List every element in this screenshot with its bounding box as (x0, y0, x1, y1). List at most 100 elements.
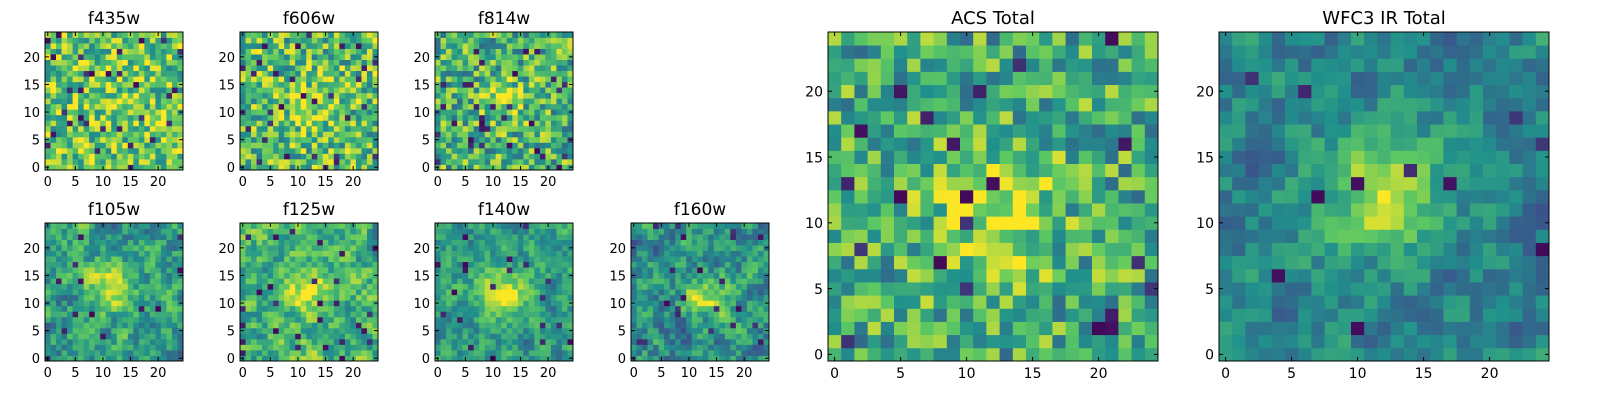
heatmap-cell (89, 256, 96, 263)
heatmap-cell (495, 349, 502, 356)
heatmap-cell (306, 300, 313, 307)
heatmap-cell (999, 189, 1014, 204)
heatmap-cell (462, 59, 469, 66)
heatmap-cell (339, 98, 346, 105)
heatmap-cell (556, 322, 563, 329)
heatmap-cell (757, 355, 764, 362)
heatmap-cell (675, 223, 682, 229)
heatmap-cell (56, 333, 62, 340)
heatmap-cell (306, 164, 313, 171)
heatmap-cell (100, 120, 107, 127)
heatmap-cell (446, 322, 452, 329)
heatmap-cell (468, 48, 475, 55)
heatmap-cell (479, 300, 486, 307)
heatmap-cell (697, 283, 704, 290)
heatmap-cell (462, 294, 469, 301)
heatmap-cell (256, 250, 263, 257)
heatmap-cell (686, 289, 693, 296)
heatmap-cell (317, 54, 324, 60)
heatmap-cell (171, 70, 178, 77)
heatmap-cell (484, 250, 491, 257)
heatmap-cell (278, 294, 285, 301)
heatmap-cell (267, 103, 274, 110)
heatmap-cell (339, 278, 346, 285)
heatmap-cell (177, 256, 184, 263)
heatmap-cell (160, 294, 167, 301)
heatmap-cell (763, 344, 770, 351)
heatmap-cell (166, 311, 173, 318)
heatmap-cell (501, 316, 508, 323)
heatmap-cell (561, 333, 568, 340)
heatmap-cell (166, 65, 173, 72)
heatmap-cell (127, 98, 134, 105)
heatmap-cell (691, 261, 698, 268)
heatmap-cell (339, 333, 346, 340)
heatmap-cell (664, 250, 671, 257)
heatmap-cell (171, 305, 178, 312)
heatmap-cell (867, 347, 882, 362)
heatmap-cell (366, 338, 373, 345)
heatmap-cell (517, 245, 524, 251)
heatmap-cell (501, 131, 508, 138)
heatmap-cell (484, 131, 491, 138)
heatmap-cell (880, 229, 895, 243)
heatmap-cell (311, 153, 318, 160)
heatmap-cell (284, 239, 291, 246)
heatmap-cell (328, 333, 335, 340)
heatmap-cell (284, 92, 291, 99)
heatmap-cell (999, 163, 1014, 178)
heatmap-cell (440, 81, 447, 88)
heatmap-cell (144, 120, 151, 127)
heatmap-cell (155, 48, 162, 55)
heatmap-cell (545, 234, 552, 240)
heatmap-cell (251, 327, 257, 334)
heatmap-cell (256, 136, 263, 143)
heatmap-cell (462, 147, 469, 154)
heatmap-cell (741, 245, 748, 251)
heatmap-cell (539, 59, 546, 66)
heatmap-cell (680, 294, 687, 301)
heatmap-cell (67, 43, 73, 49)
heatmap-cell (746, 239, 753, 246)
heatmap-cell (333, 59, 340, 66)
heatmap-cell (328, 305, 335, 312)
heatmap-cell (1026, 255, 1040, 270)
heatmap-cell (100, 272, 107, 279)
heatmap-cell (61, 327, 68, 334)
heatmap-cell (278, 32, 285, 38)
heatmap-cell (177, 261, 184, 268)
heatmap-cell (636, 250, 643, 257)
heatmap-cell (490, 125, 497, 132)
heatmap-cell (746, 305, 753, 312)
heatmap-cell (702, 338, 709, 345)
heatmap-cell (355, 147, 362, 154)
heatmap-cell (245, 164, 252, 171)
heatmap-cell (894, 163, 908, 178)
heatmap-cell (245, 37, 252, 44)
heatmap-cell (56, 164, 62, 171)
heatmap-cell (473, 87, 480, 94)
heatmap-cell (752, 234, 759, 240)
heatmap-cell (642, 316, 648, 323)
heatmap-cell (664, 289, 671, 296)
heatmap-cell (675, 300, 682, 307)
heatmap-cell (561, 338, 568, 345)
heatmap-cell (528, 114, 535, 121)
heatmap-cell (501, 239, 508, 246)
heatmap-cell (67, 272, 73, 279)
heatmap-cell (322, 278, 329, 285)
heatmap-cell (986, 282, 1000, 296)
heatmap-cell (702, 327, 709, 334)
heatmap-cell (245, 131, 252, 138)
heatmap-cell (730, 250, 737, 257)
heatmap-cell (133, 327, 140, 334)
heatmap-cell (83, 311, 90, 318)
heatmap-cell (730, 294, 737, 301)
heatmap-cell (653, 289, 659, 296)
heatmap-cell (567, 289, 574, 296)
heatmap-cell (361, 223, 368, 229)
heatmap-cell (435, 153, 441, 160)
heatmap-cell (273, 54, 280, 60)
heatmap-cell (462, 305, 469, 312)
heatmap-cell (713, 245, 720, 251)
